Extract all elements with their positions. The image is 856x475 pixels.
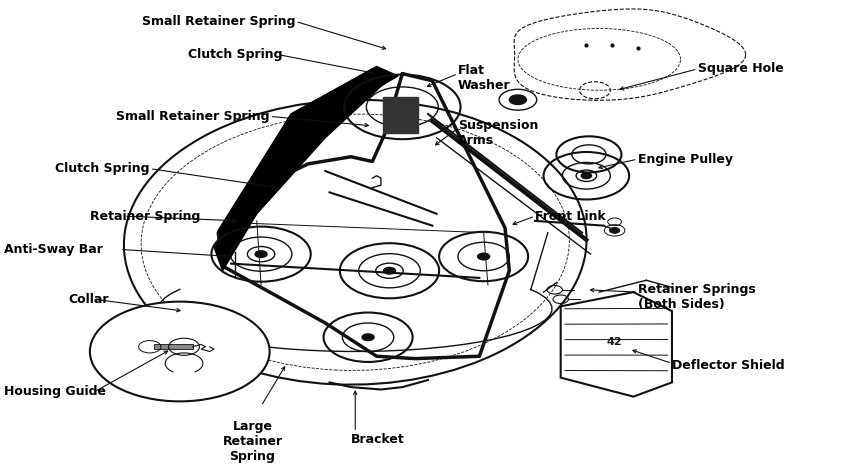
Text: Flat
Washer: Flat Washer <box>458 65 510 92</box>
Text: Small Retainer Spring: Small Retainer Spring <box>116 110 270 123</box>
Circle shape <box>255 251 267 257</box>
Text: Anti-Sway Bar: Anti-Sway Bar <box>4 243 104 256</box>
Text: Clutch Spring: Clutch Spring <box>56 162 150 175</box>
Text: Housing Guide: Housing Guide <box>4 385 106 399</box>
Text: Large
Retainer
Spring: Large Retainer Spring <box>223 420 282 464</box>
Text: 42: 42 <box>607 337 622 347</box>
Circle shape <box>581 173 591 179</box>
Circle shape <box>90 302 270 401</box>
Text: Retainer Spring: Retainer Spring <box>90 209 200 223</box>
Circle shape <box>383 267 395 274</box>
Circle shape <box>509 95 526 104</box>
Text: Small Retainer Spring: Small Retainer Spring <box>142 15 295 28</box>
Text: Deflector Shield: Deflector Shield <box>672 359 785 372</box>
Text: Collar: Collar <box>68 293 109 306</box>
Polygon shape <box>214 66 398 271</box>
Polygon shape <box>154 344 193 349</box>
Text: Clutch Spring: Clutch Spring <box>188 48 282 61</box>
Text: Engine Pulley: Engine Pulley <box>638 152 733 166</box>
Circle shape <box>397 104 407 110</box>
Text: Front Link: Front Link <box>535 209 606 223</box>
Text: Retainer Springs
(Both Sides): Retainer Springs (Both Sides) <box>638 283 756 311</box>
Text: Bracket: Bracket <box>351 433 405 446</box>
Circle shape <box>362 334 374 341</box>
Polygon shape <box>218 69 389 247</box>
Text: Square Hole: Square Hole <box>698 62 783 76</box>
Polygon shape <box>383 97 418 133</box>
Text: Suspension
Arms: Suspension Arms <box>458 119 538 147</box>
Circle shape <box>478 253 490 260</box>
Circle shape <box>609 228 620 233</box>
